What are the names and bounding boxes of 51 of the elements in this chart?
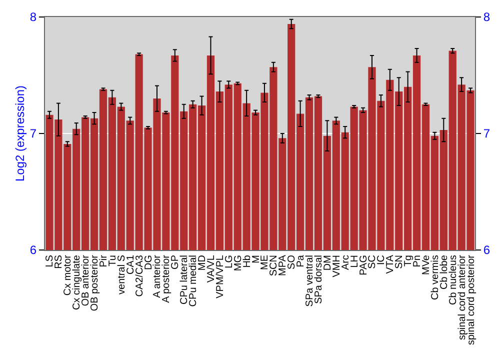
y2-tick-label: 8 (483, 10, 490, 24)
y-tick-label: 6 (30, 243, 37, 258)
x-tick-label: VA/VL (206, 254, 217, 283)
x-tick-label: DG (143, 254, 154, 270)
x-tick-label: ventral S (116, 254, 128, 294)
x-tick-label: spinal cord anterior (456, 254, 468, 340)
y-tick-label: 7 (30, 126, 37, 141)
x-tick-label: A posterior (161, 254, 172, 303)
y2-tick-label: 6 (483, 243, 490, 258)
x-tick-label: Pir (98, 254, 110, 268)
x-tick-label: ME (260, 254, 271, 270)
x-tick-label: SO (286, 254, 298, 270)
x-tick-label: SN (394, 255, 406, 269)
x-tick-label: VPM/VPL (214, 254, 226, 298)
x-tick-label: IC (376, 255, 388, 265)
y-axis-title: Log2 (expression) (13, 85, 28, 182)
x-tick-label: CA1 (125, 254, 136, 274)
x-tick-label: GP (170, 254, 182, 270)
x-tick-label: CPu medial (188, 255, 200, 307)
x-tick-label: OB posterior (90, 254, 101, 312)
x-tick-label: Cb lobe (438, 254, 450, 290)
x-tick-label: A anterior (152, 254, 164, 298)
x-tick-label: Arc (340, 255, 352, 270)
x-tick-label: Cb nucleus (448, 255, 459, 306)
x-tick-label: MPA (278, 254, 289, 276)
x-tick-label: LG (224, 254, 235, 268)
x-tick-label: Cx cingulate (72, 254, 83, 310)
y2-tick-label: 7 (483, 126, 490, 141)
x-tick-label: SC (367, 255, 378, 269)
x-tick-label: RS (54, 254, 65, 269)
x-tick-label: MG (232, 254, 244, 272)
x-tick-label: Tu (107, 255, 118, 266)
x-tick-label: OB anterior (80, 254, 92, 306)
x-tick-label: Pn (412, 255, 424, 268)
x-tick-label: LS (44, 254, 56, 268)
x-tick-label: Hb (242, 254, 253, 268)
y-tick-label: 8 (30, 10, 37, 24)
x-tick-label: DM (322, 255, 334, 271)
x-tick-label: Pa (296, 254, 307, 268)
x-tick-label: Cb vermis (430, 255, 441, 300)
x-tick-label: VTA (385, 254, 396, 274)
x-tick-label: PAG (358, 254, 370, 276)
x-tick-label: VMH (331, 255, 342, 278)
x-tick-label: Tg (403, 255, 414, 267)
x-tick-label: SCN (268, 255, 280, 276)
x-tick-label: spinal cord posterior (466, 254, 477, 346)
x-tick-label: MVe (420, 254, 432, 276)
x-tick-label: LH (349, 255, 360, 268)
x-tick-label: SPa dorsal (313, 255, 324, 304)
x-tick-label: CA2/CA3 (134, 254, 146, 297)
x-tick-label: M (250, 255, 262, 264)
